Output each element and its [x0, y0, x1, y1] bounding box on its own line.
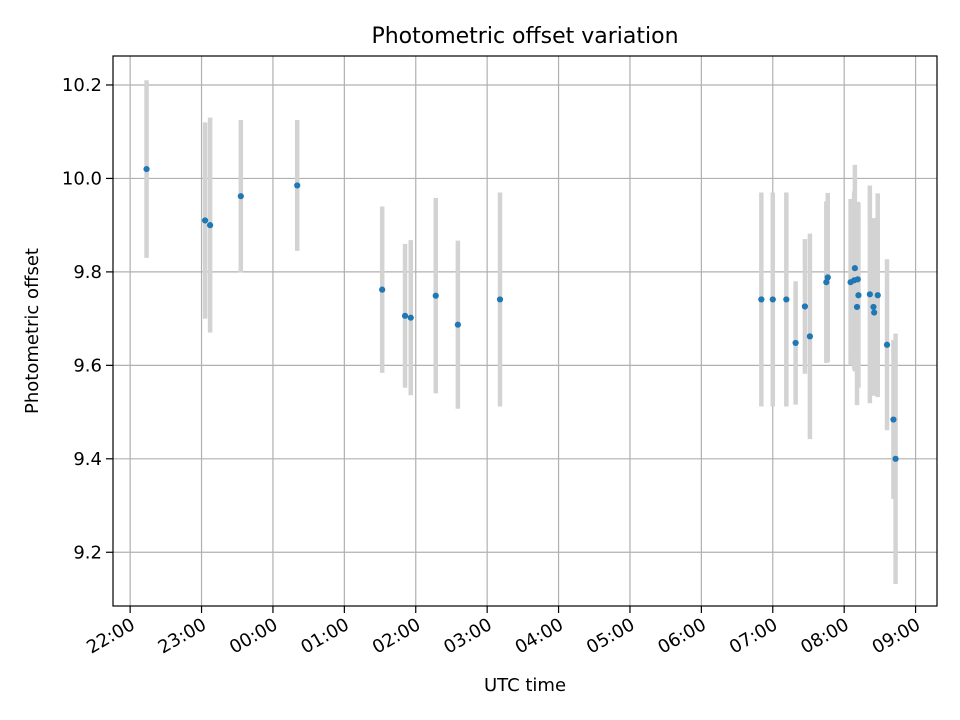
data-point [454, 321, 461, 328]
data-point [379, 286, 386, 293]
x-tick-label: 00:00 [226, 614, 281, 658]
data-point [883, 341, 891, 348]
data-point [892, 455, 899, 462]
data-point [769, 296, 776, 303]
error-bars [144, 80, 898, 585]
data-point [237, 193, 244, 200]
y-tick-label: 9.6 [73, 355, 102, 376]
data-point [758, 296, 765, 303]
y-axis-ticks: 9.2 9.4 9.6 9.8 10.0 10.2 [62, 75, 113, 563]
x-axis-label: UTC time [484, 675, 566, 696]
x-tick-label: 04:00 [512, 614, 567, 658]
x-tick-label: 09:00 [869, 614, 924, 658]
data-point [890, 416, 897, 423]
data-point [824, 274, 831, 281]
data-point [783, 296, 790, 303]
x-tick-label: 23:00 [155, 614, 210, 658]
data-point [496, 296, 504, 303]
x-axis-ticks: 22:00 23:00 00:00 01:00 02:00 03:00 04:00 05:00… [83, 606, 924, 658]
x-tick-label: 07:00 [726, 614, 781, 658]
y-tick-label: 10.0 [62, 168, 102, 189]
data-point [202, 217, 209, 224]
data-point [407, 314, 414, 321]
data-point [823, 279, 830, 286]
data-point [432, 292, 439, 299]
y-axis-label: Photometric offset [22, 248, 43, 414]
data-point [851, 265, 858, 272]
data-point [801, 303, 809, 310]
data-point [401, 312, 409, 319]
y-tick-label: 9.2 [73, 542, 102, 563]
x-tick-label: 22:00 [83, 614, 138, 658]
data-point [871, 309, 878, 316]
data-point [874, 292, 881, 299]
y-tick-label: 9.4 [73, 449, 102, 470]
y-tick-label: 9.8 [73, 262, 102, 283]
data-point [806, 333, 814, 340]
x-tick-label: 08:00 [797, 614, 852, 658]
x-tick-label: 05:00 [583, 614, 638, 658]
x-tick-label: 06:00 [654, 614, 709, 658]
x-tick-label: 02:00 [369, 614, 424, 658]
chart-title: Photometric offset variation [371, 24, 678, 49]
data-point [855, 292, 862, 299]
data-point [143, 165, 150, 173]
grid-lines [113, 56, 937, 606]
x-tick-label: 01:00 [297, 614, 352, 658]
data-point [866, 291, 873, 298]
data-point [792, 339, 799, 347]
data-point [870, 303, 877, 311]
y-tick-label: 10.2 [62, 75, 102, 96]
x-tick-label: 03:00 [440, 614, 495, 658]
data-point [854, 276, 861, 283]
data-point [853, 303, 861, 311]
data-point [207, 222, 214, 229]
plot-frame [112, 55, 938, 607]
data-point [294, 182, 301, 189]
data-points [143, 165, 899, 462]
